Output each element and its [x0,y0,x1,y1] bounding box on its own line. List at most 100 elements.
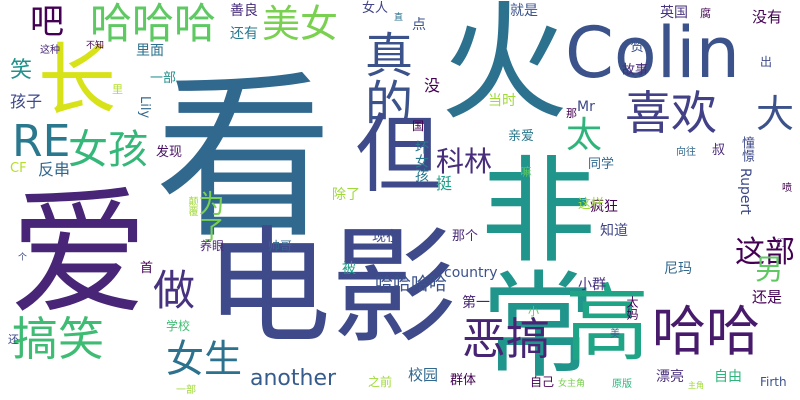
word-shanliang: 善良 [230,3,258,19]
word-dianying: 电影 [205,214,457,361]
word-fengkuang: 疯狂 [590,199,618,215]
word-xiao-small: 小 [528,305,539,318]
word-zhi: 直 [394,13,404,23]
word-country: country [444,265,498,281]
word-yuanban: 原版 [612,379,632,390]
word-kan: 看 [155,55,333,262]
word-cf: CF [10,161,27,176]
word-chongjing: 憧憬 [739,136,754,162]
word-weile: 为了 [194,190,224,242]
word-dangshi: 当时 [488,93,516,109]
word-zhezhong: 这种 [40,45,60,56]
word-nvren: 女人 [362,1,389,16]
word-xuexiao: 学校 [166,319,191,333]
word-yangyan: 养眼 [200,239,225,253]
word-zhebu: 这部 [735,235,795,270]
word-kelin: 科林 [436,145,493,178]
word-chule: 除了 [332,187,360,203]
word-haiyou: 还有 [230,26,258,42]
word-yibu: 一部 [150,71,177,86]
word-qunti: 群体 [450,373,477,388]
word-mei-small: 美 [610,329,620,340]
word-nvsheng: 女生 [166,337,243,381]
word-mei: 没 [424,76,441,95]
word-hahahaha: 哈哈哈哈 [375,274,447,295]
word-dianfu: 颠覆 [186,196,197,216]
word-nvhai: 女孩 [68,127,148,173]
word-diyi: 第一 [462,295,490,311]
word-dian: 点 [412,17,426,33]
word-colin: Colin [565,12,740,94]
word-pen: 喷 [782,183,792,194]
word-huo: 火 [440,0,569,138]
word-ting: 挺 [436,174,453,193]
word-huainvhai: 坏女孩 [413,140,429,182]
word-zuo: 做 [153,266,196,315]
word-chu: 出 [760,55,773,69]
word-xiangwang: 向往 [676,147,696,158]
word-meinv: 美女 [262,2,339,46]
word-egao: 恶搞 [462,314,550,365]
word-nima: 尼玛 [664,261,692,277]
word-men: 们 [776,239,786,249]
word-haha: 哈哈 [652,300,760,363]
word-xiaoqun: 小群 [578,277,606,293]
word-zhende: 真的 [356,30,412,126]
word-bei: 被 [342,261,356,277]
word-ma: 嘛 [519,166,532,177]
word-ge: 个 [18,253,28,263]
word-shuaige: 帅哥 [268,239,293,253]
word-haizi: 孩子 [10,92,43,111]
word-chang: 长 [38,36,117,126]
word-dan: 但 [355,105,441,205]
word-zhujiao: 主角 [688,381,704,390]
word-qinai: 亲爱 [508,129,535,144]
word-na: 那 [566,107,577,120]
word-li: 里 [112,83,123,96]
word-haishi: 还是 [752,288,783,306]
word-gushi: 故事 [622,63,649,78]
word-xiao: 笑 [10,58,33,83]
word-feichang: 非常 [461,150,595,380]
word-tongxue: 同学 [588,157,615,172]
word-xihuan: 喜欢 [625,86,717,140]
word-da: 大 [756,92,795,136]
word-shu: 叔 [712,143,726,158]
word-nvzhujiao: 女主角 [558,379,586,389]
word-taima: 太妈 [625,296,639,320]
word-zheyang: 这样 [578,197,605,212]
word-lily: Lily [137,96,152,119]
word-zhiqian: 之前 [368,375,393,389]
word-another: another [250,366,337,391]
word-limian: 里面 [136,43,164,59]
word-guo: 国 [412,119,425,133]
word-zan: 赞 [630,39,644,55]
word-gao: 高 [565,275,650,373]
word-hahaha: 哈哈哈 [90,0,217,48]
word-zhidao: 知道 [600,223,628,239]
word-firth: Firth [760,375,787,389]
word-hai: 还 [8,333,19,346]
word-yingguo: 英国 [660,5,688,21]
word-xiaoyuan: 校园 [408,366,439,384]
word-xianzai: 现在 [372,229,400,245]
word-ziji: 自己 [530,375,555,389]
word-rupert: Rupert [737,168,753,215]
word-gaoxiao: 搞笑 [12,312,104,366]
word-mr: Mr [577,99,595,115]
word-faxian: 发现 [156,145,183,160]
word-nage: 那个 [452,229,479,244]
word-buzhi: 不知 [86,41,105,51]
word-fu: 腐 [700,7,711,20]
word-ziyou: 自由 [714,369,742,385]
word-jiushi: 就是 [510,3,538,19]
word-piaoliang: 漂亮 [656,369,684,385]
word-re: RE [12,116,71,167]
word-ba: 吧 [30,2,64,42]
word-ai: 爱 [10,173,149,334]
word-fanchuan: 反串 [38,160,71,179]
word-meiyou: 没有 [752,8,783,26]
word-shou: 首 [140,261,154,276]
word-yibu-small: 一部 [176,385,196,396]
